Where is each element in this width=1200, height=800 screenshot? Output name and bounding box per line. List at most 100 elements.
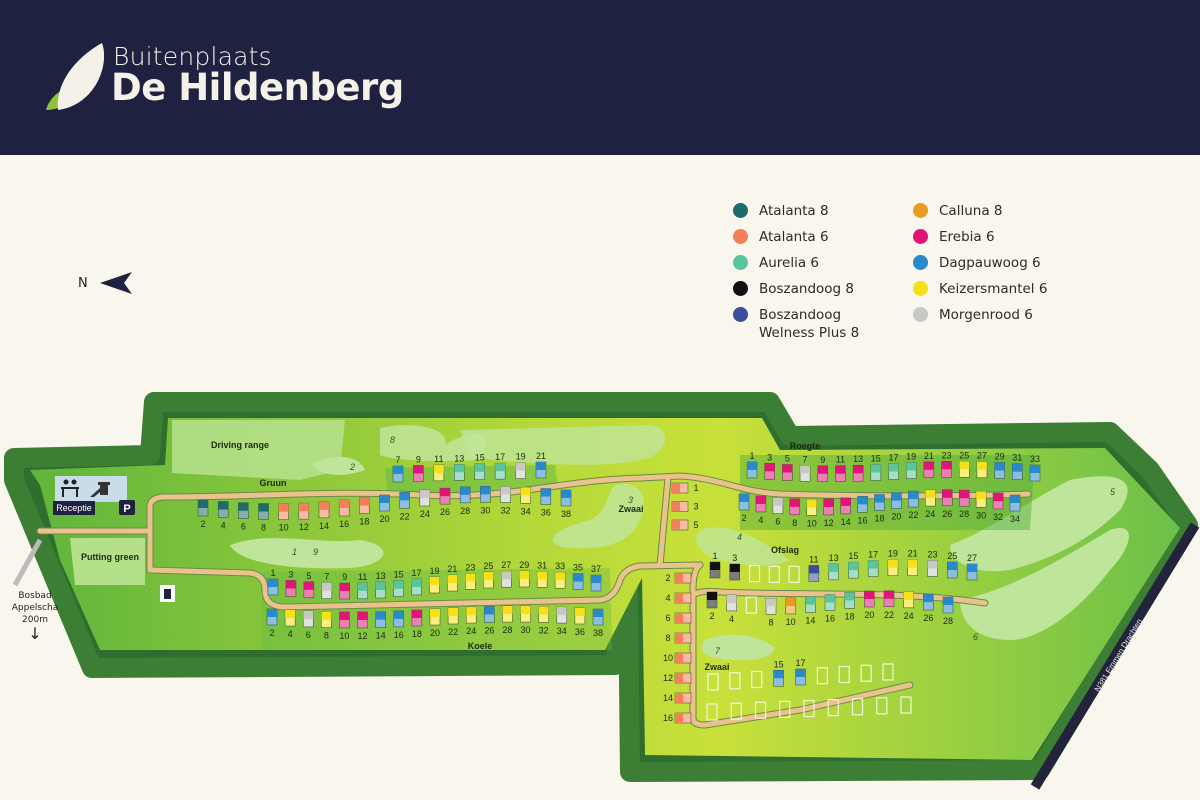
lodge-ofslag-north-1[interactable]: 1 — [709, 551, 721, 579]
lodge-koele-north-1[interactable]: 1 — [267, 568, 279, 596]
lodge-roegte-south-30[interactable]: 30 — [975, 491, 987, 520]
lodge-ofslag-south-24[interactable]: 24 — [903, 591, 914, 621]
lodge-ofslag-north-unnumbered[interactable] — [748, 564, 761, 583]
lodge-gruun-south-8[interactable]: 8 — [258, 503, 269, 533]
lodge-west-column-2[interactable]: 2 — [665, 572, 692, 584]
lodge-roegte-north-15[interactable]: 15 — [870, 453, 882, 481]
lodge-zwaai-north-unnumbered[interactable] — [729, 672, 741, 690]
lodge-zwaai-north-unnumbered[interactable] — [882, 663, 894, 681]
lodge-gruun-south-32[interactable]: 32 — [500, 486, 511, 515]
lodge-ofslag-south-2[interactable]: 2 — [706, 591, 718, 621]
lodge-ofslag-north-11[interactable]: 11 — [808, 554, 820, 582]
lodge-koele-south-26[interactable]: 26 — [484, 606, 495, 635]
lodge-gruun-south-30[interactable]: 30 — [480, 486, 491, 515]
lodge-koele-north-17[interactable]: 17 — [411, 568, 422, 596]
reception[interactable]: Receptie — [53, 476, 127, 515]
lodge-ofslag-north-21[interactable]: 21 — [907, 549, 918, 576]
lodge-zwaai-north-unnumbered[interactable] — [816, 667, 828, 685]
lodge-gruun-north-15[interactable]: 15 — [474, 453, 485, 480]
lodge-ofslag-south-26[interactable]: 26 — [923, 593, 934, 623]
lodge-ofslag-south-10[interactable]: 10 — [785, 597, 796, 627]
lodge-koele-north-3[interactable]: 3 — [285, 569, 297, 597]
lodge-zwaai-south-unnumbered[interactable] — [900, 696, 912, 714]
lodge-gruun-south-18[interactable]: 18 — [359, 497, 370, 527]
lodge-koele-north-7[interactable]: 7 — [321, 572, 333, 599]
lodge-roegte-north-23[interactable]: 23 — [941, 450, 952, 478]
lodge-ofslag-north-3[interactable]: 3 — [729, 553, 741, 581]
lodge-koele-north-29[interactable]: 29 — [518, 560, 530, 588]
lodge-ofslag-south-16[interactable]: 16 — [824, 594, 836, 624]
lodge-gruun-south-2[interactable]: 2 — [197, 499, 209, 529]
lodge-zwaai-south-unnumbered[interactable] — [876, 697, 888, 715]
lodge-roegte-south-18[interactable]: 18 — [874, 494, 885, 524]
lodge-roegte-south-34[interactable]: 34 — [1009, 494, 1021, 524]
lodge-zwaai-south-unnumbered[interactable] — [706, 703, 718, 721]
lodge-roegte-south-8[interactable]: 8 — [789, 498, 801, 528]
lodge-ofslag-north-unnumbered[interactable] — [788, 565, 800, 583]
lodge-koele-south-24[interactable]: 24 — [465, 606, 477, 636]
lodge-roegte-south-12[interactable]: 12 — [823, 498, 834, 528]
lodge-roegte-north-21[interactable]: 21 — [923, 451, 935, 479]
lodge-west-column-14[interactable]: 14 — [663, 692, 692, 704]
lodge-zwaai-south-unnumbered[interactable] — [779, 700, 791, 718]
lodge-koele-south-34[interactable]: 34 — [556, 606, 568, 636]
lodge-gruun-south-10[interactable]: 10 — [278, 503, 289, 533]
lodge-zwaai-top-5[interactable]: 5 — [671, 519, 699, 531]
lodge-koele-south-18[interactable]: 18 — [411, 609, 423, 639]
lodge-gruun-south-6[interactable]: 6 — [238, 502, 249, 532]
lodge-koele-north-19[interactable]: 19 — [429, 566, 440, 594]
lodge-roegte-south-26[interactable]: 26 — [942, 489, 953, 519]
lodge-koele-south-6[interactable]: 6 — [302, 610, 314, 640]
lodge-koele-south-32[interactable]: 32 — [538, 606, 549, 635]
lodge-zwaai-south-unnumbered[interactable] — [730, 702, 742, 720]
lodge-zwaai-top-3[interactable]: 3 — [671, 501, 699, 512]
lodge-gruun-north-21[interactable]: 21 — [535, 451, 547, 479]
lodge-roegte-south-4[interactable]: 4 — [755, 495, 767, 525]
lodge-roegte-south-16[interactable]: 16 — [857, 496, 868, 525]
lodge-roegte-north-3[interactable]: 3 — [764, 452, 775, 480]
lodge-ofslag-north-23[interactable]: 23 — [927, 549, 938, 577]
lodge-zwaai-north-unnumbered[interactable] — [751, 670, 763, 689]
lodge-koele-south-12[interactable]: 12 — [357, 611, 368, 641]
lodge-west-column-10[interactable]: 10 — [663, 652, 692, 664]
lodge-koele-south-22[interactable]: 22 — [447, 607, 459, 637]
lodge-koele-south-2[interactable]: 2 — [266, 608, 278, 638]
lodge-gruun-south-16[interactable]: 16 — [338, 499, 350, 529]
lodge-koele-south-30[interactable]: 30 — [520, 605, 531, 635]
lodge-koele-north-5[interactable]: 5 — [303, 571, 315, 599]
lodge-ofslag-south-28[interactable]: 28 — [942, 596, 954, 626]
lodge-roegte-south-24[interactable]: 24 — [925, 489, 936, 519]
lodge-roegte-south-2[interactable]: 2 — [738, 493, 750, 523]
lodge-gruun-south-36[interactable]: 36 — [540, 488, 552, 518]
lodge-ofslag-north-15[interactable]: 15 — [848, 551, 859, 579]
lodge-zwaai-north-unnumbered[interactable] — [860, 664, 872, 682]
lodge-koele-south-36[interactable]: 36 — [574, 607, 586, 637]
lodge-roegte-north-25[interactable]: 25 — [959, 450, 970, 478]
lodge-gruun-south-4[interactable]: 4 — [217, 501, 229, 530]
lodge-west-column-8[interactable]: 8 — [665, 632, 692, 644]
lodge-koele-south-8[interactable]: 8 — [321, 611, 332, 641]
lodge-koele-south-4[interactable]: 4 — [284, 609, 296, 639]
lodge-ofslag-south-22[interactable]: 22 — [883, 590, 895, 620]
lodge-zwaai-north-17[interactable]: 17 — [795, 658, 806, 686]
lodge-roegte-north-5[interactable]: 5 — [782, 453, 793, 481]
lodge-koele-south-28[interactable]: 28 — [502, 605, 513, 635]
lodge-zwaai-north-unnumbered[interactable] — [707, 673, 719, 691]
lodge-roegte-north-33[interactable]: 33 — [1029, 454, 1041, 482]
lodge-koele-north-31[interactable]: 31 — [536, 560, 548, 588]
lodge-gruun-north-7[interactable]: 7 — [392, 455, 404, 483]
lodge-koele-south-38[interactable]: 38 — [592, 608, 604, 638]
lodge-west-column-16[interactable]: 16 — [663, 712, 692, 724]
lodge-ofslag-north-13[interactable]: 13 — [828, 553, 839, 581]
lodge-roegte-south-20[interactable]: 20 — [891, 492, 902, 522]
lodge-roegte-north-13[interactable]: 13 — [852, 454, 864, 482]
lodge-zwaai-south-unnumbered[interactable] — [754, 701, 767, 719]
lodge-roegte-south-14[interactable]: 14 — [840, 497, 851, 527]
lodge-zwaai-south-unnumbered[interactable] — [827, 699, 839, 717]
lodge-zwaai-south-unnumbered[interactable] — [851, 698, 864, 716]
lodge-ofslag-south-unnumbered[interactable] — [745, 596, 757, 614]
lodge-koele-south-14[interactable]: 14 — [375, 611, 386, 641]
lodge-gruun-north-11[interactable]: 11 — [433, 454, 445, 482]
lodge-ofslag-south-8[interactable]: 8 — [765, 598, 777, 627]
lodge-koele-south-10[interactable]: 10 — [339, 611, 350, 641]
